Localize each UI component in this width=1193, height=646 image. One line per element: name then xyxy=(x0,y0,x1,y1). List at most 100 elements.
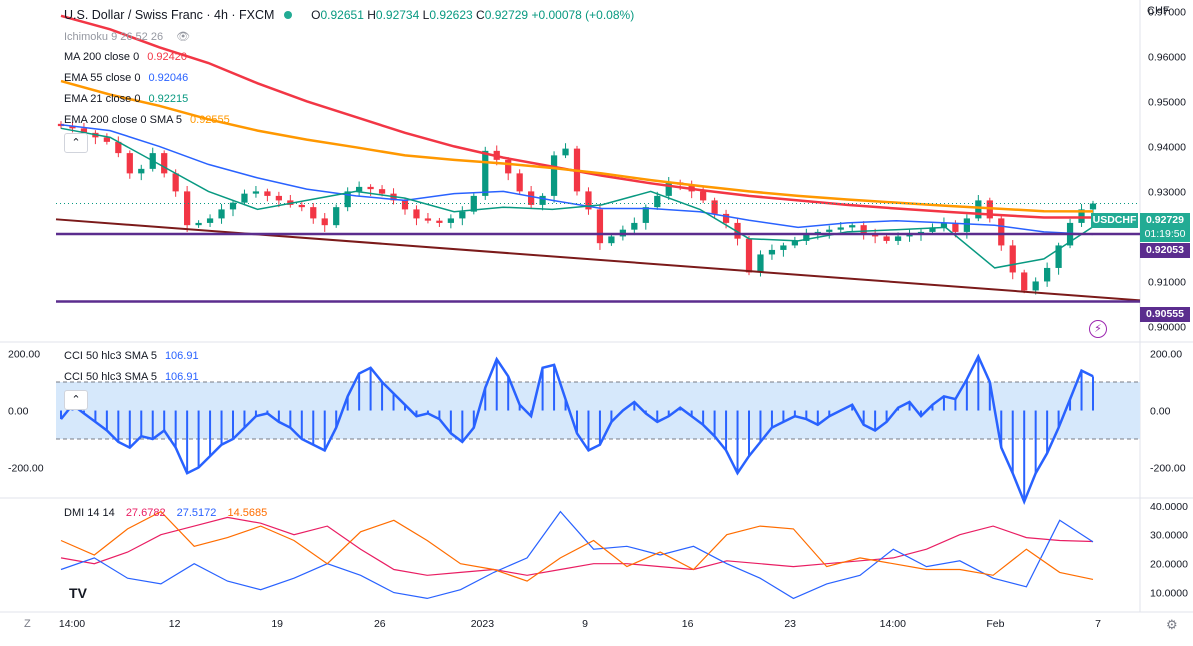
legend-ema21[interactable]: EMA 21 close 0 0.92215 xyxy=(64,93,188,105)
collapse-cci-legend-button[interactable]: ⌃ xyxy=(64,390,88,410)
legend-cci-1[interactable]: CCI 50 hlc3 SMA 5 106.91 xyxy=(64,350,199,362)
candle-body xyxy=(172,173,179,192)
candle-body xyxy=(264,191,271,196)
eye-hidden-icon[interactable]: 👁︎ xyxy=(176,31,191,43)
legend-ema200[interactable]: EMA 200 close 0 SMA 5 0.92555 xyxy=(64,114,230,126)
candle-body xyxy=(344,191,351,208)
legend-dmi[interactable]: DMI 14 14 27.6782 27.5172 14.5685 xyxy=(64,507,267,519)
legend-ema55-label: EMA 55 close 0 xyxy=(64,72,141,84)
zoom-icon[interactable]: Z xyxy=(24,618,31,630)
legend-cci-2[interactable]: CCI 50 hlc3 SMA 5 106.91 xyxy=(64,371,199,383)
time-tick-label: 9 xyxy=(582,618,588,630)
cci-tick-label-left: 200.00 xyxy=(8,349,40,361)
legend-dmi-plus: 27.5172 xyxy=(176,507,217,519)
candle-body xyxy=(424,218,432,221)
dmi-line xyxy=(60,516,1094,576)
dmi-tick-label: 40.0000 xyxy=(1150,501,1188,513)
candle-body xyxy=(229,202,237,210)
candle-body xyxy=(837,227,844,230)
symbol-title[interactable]: U.S. Dollar / Swiss Franc · 4h · FXCM xyxy=(64,8,275,22)
legend-ma200[interactable]: MA 200 close 0 0.92420 xyxy=(64,51,187,63)
cci-tick-label: 0.00 xyxy=(1150,406,1171,418)
candle-body xyxy=(780,245,787,250)
legend-ma200-label: MA 200 close 0 xyxy=(64,51,140,63)
dmi-tick-label: 10.0000 xyxy=(1150,588,1188,600)
legend-ema55[interactable]: EMA 55 close 0 0.92046 xyxy=(64,72,188,84)
candle-body xyxy=(768,249,776,255)
candle-body xyxy=(952,222,959,232)
price-tick-label: 0.93000 xyxy=(1148,186,1186,198)
candle-body xyxy=(356,186,363,192)
candle-body xyxy=(757,254,764,273)
candle-body xyxy=(883,236,890,241)
candle-body xyxy=(975,200,982,219)
gear-icon[interactable]: ⚙︎ xyxy=(1166,617,1178,632)
close-value: 0.92729 xyxy=(484,8,529,22)
time-tick-label: 23 xyxy=(784,618,796,630)
candle-body xyxy=(872,234,879,237)
candle-body xyxy=(69,126,76,129)
high-label: H xyxy=(367,8,376,22)
currency-label[interactable]: CHF xyxy=(1147,5,1170,17)
time-tick-label: 26 xyxy=(374,618,386,630)
candle-body xyxy=(711,200,718,214)
time-tick-label: Feb xyxy=(986,618,1004,630)
time-tick-label: 2023 xyxy=(471,618,495,630)
legend-cci-value: 106.91 xyxy=(164,350,199,362)
high-value: 0.92734 xyxy=(375,8,420,22)
candle-body xyxy=(126,153,133,174)
ma-line xyxy=(60,79,1094,213)
candle-body xyxy=(459,211,466,219)
candle-body xyxy=(138,168,145,174)
logo-icon[interactable]: TV xyxy=(64,582,92,604)
collapse-legend-button[interactable]: ⌃ xyxy=(64,133,88,153)
candle-body xyxy=(516,173,523,192)
cci-tick-label: -200.00 xyxy=(1150,463,1186,475)
candle-body xyxy=(103,137,110,142)
legend-ema21-label: EMA 21 close 0 xyxy=(64,93,141,105)
candle-body xyxy=(413,209,420,219)
legend-dmi-adx: 27.6782 xyxy=(125,507,166,519)
candle-body xyxy=(894,236,902,241)
candle-body xyxy=(849,225,856,228)
legend-ichimoku[interactable]: Ichimoku 9 26 52 26 👁︎ xyxy=(64,30,190,43)
dmi-line xyxy=(60,510,1094,600)
candle-body xyxy=(206,218,214,223)
candle-body xyxy=(275,195,282,201)
legend-ichimoku-label: Ichimoku 9 26 52 26 xyxy=(64,31,164,43)
candle-body xyxy=(310,207,317,219)
candle-body xyxy=(161,153,168,174)
candle-body xyxy=(722,213,730,223)
candle-body xyxy=(436,220,443,223)
legend-ema55-value: 0.92046 xyxy=(148,72,189,84)
symbol-price-tag: USDCHF xyxy=(1091,213,1138,228)
candle-body xyxy=(1009,245,1016,273)
flash-icon[interactable]: ⚡︎ xyxy=(1089,320,1107,338)
legend-dmi-label: DMI 14 14 xyxy=(64,507,115,519)
candle-body xyxy=(321,218,328,226)
legend-cci-label: CCI 50 hlc3 SMA 5 xyxy=(64,371,157,383)
candle-body xyxy=(860,225,867,235)
legend-ema200-value: 0.92555 xyxy=(190,114,230,126)
candle-body xyxy=(608,236,615,244)
legend-cci-value: 106.91 xyxy=(164,371,199,383)
candle-body xyxy=(505,159,512,174)
legend-ema200-label: EMA 200 close 0 SMA 5 xyxy=(64,114,183,126)
cci-tick-label-left: 0.00 xyxy=(8,406,29,418)
candle-body xyxy=(184,191,191,226)
candle-body xyxy=(1032,281,1039,291)
ohlc-values: O0.92651 H0.92734 L0.92623 C0.92729 +0.0… xyxy=(311,8,634,22)
ma-line xyxy=(60,127,1094,269)
candle-body xyxy=(665,182,672,196)
candle-body xyxy=(734,222,741,239)
cci-tick-label-left: -200.00 xyxy=(8,463,44,475)
time-tick-label: 7 xyxy=(1095,618,1101,630)
price-tick-label: 0.97000 xyxy=(1148,6,1186,18)
candle-body xyxy=(642,207,649,223)
legend-cci-label: CCI 50 hlc3 SMA 5 xyxy=(64,350,157,362)
candle-body xyxy=(1055,245,1062,268)
candle-body xyxy=(539,195,546,205)
candle-body xyxy=(1021,272,1028,291)
